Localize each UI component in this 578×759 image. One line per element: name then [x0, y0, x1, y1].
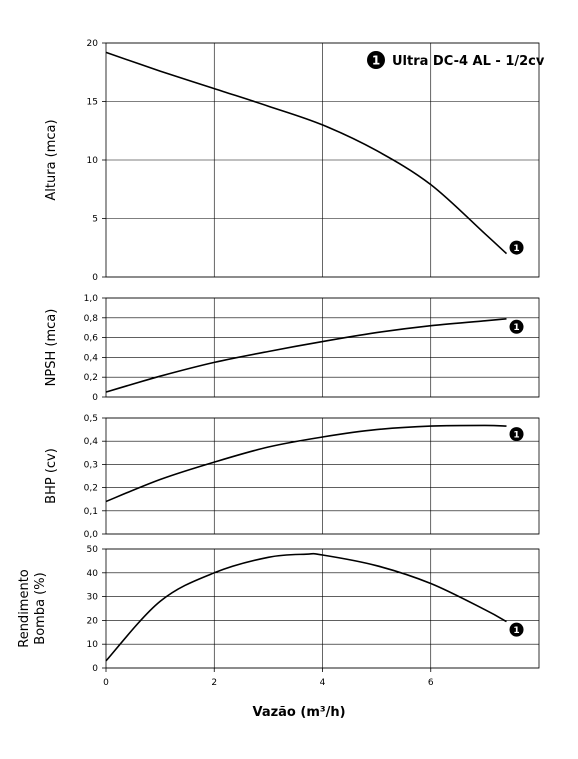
y-tick-label: 0,0	[84, 530, 99, 540]
y-axis-label: Bomba (%)	[33, 572, 48, 644]
badge-label: 1	[513, 323, 519, 333]
y-tick-label: 10	[87, 640, 99, 650]
x-tick-label: 6	[428, 678, 434, 688]
panel-2: 0 0,2 0,4 0,6 0,8 1,0 NPSH (mca) 1	[44, 294, 540, 403]
series-line-1	[105, 318, 507, 393]
y-tick-label: 0,4	[84, 353, 99, 363]
y-tick-label: 0,4	[84, 437, 99, 447]
y-tick-label: 0,1	[84, 507, 98, 517]
series-line-1	[105, 552, 507, 662]
y-tick-label: 0,8	[84, 314, 99, 324]
badge-label: 1	[513, 244, 519, 254]
y-tick-label: 15	[87, 98, 98, 108]
y-tick-label: 20	[87, 616, 99, 626]
panel-1: 0 5 10 15 20 Altura (mca) 1 1 Ultra DC-4 AL - 1/…	[44, 39, 545, 283]
y-tick-label: 0	[92, 393, 98, 403]
y-tick-label: 5	[92, 215, 98, 225]
y-tick-label: 30	[87, 593, 99, 603]
plot-frame	[105, 297, 540, 398]
badge-label: 1	[513, 626, 519, 636]
y-tick-label: 50	[87, 545, 99, 555]
panel-4: 0 10 20 30 40 50 Rendimento Bomba (%) 1	[17, 545, 540, 674]
y-tick-label: 0,3	[84, 460, 98, 470]
series-badge: 1	[509, 622, 524, 637]
series-badge: 1	[509, 319, 524, 334]
legend-badge-circle	[367, 51, 385, 69]
badge-circle	[509, 622, 524, 637]
y-tick-label: 10	[87, 156, 99, 166]
badge-label: 1	[513, 430, 519, 440]
panel-3: 0,0 0,1 0,2 0,3 0,4 0,5 BHP (cv) 1	[44, 414, 540, 540]
x-axis-label: Vazão (m³/h)	[252, 705, 345, 720]
legend: 1 Ultra DC-4 AL - 1/2cv	[367, 51, 545, 69]
y-tick-label: 0,2	[84, 373, 98, 383]
series-badge: 1	[509, 240, 524, 255]
series-badge: 1	[509, 427, 524, 442]
y-axis-label: NPSH (mca)	[44, 309, 59, 387]
legend-badge-label: 1	[372, 54, 380, 68]
legend-label: Ultra DC-4 AL - 1/2cv	[392, 54, 545, 69]
y-tick-label: 0	[92, 273, 98, 283]
y-tick-label: 20	[87, 39, 99, 49]
y-tick-label: 0	[92, 664, 98, 674]
badge-circle	[509, 427, 524, 442]
x-tick-label: 0	[103, 678, 109, 688]
y-tick-label: 1,0	[84, 294, 99, 304]
plot-frame	[105, 417, 540, 535]
plot-frame	[105, 42, 540, 278]
y-tick-label: 40	[87, 569, 99, 579]
series-line-1	[105, 51, 508, 255]
y-axis-label: Altura (mca)	[44, 119, 59, 200]
y-tick-label: 0,6	[84, 334, 99, 344]
y-axis-label: Rendimento	[17, 569, 32, 648]
x-tick-label: 2	[211, 678, 217, 688]
badge-circle	[509, 240, 524, 255]
y-tick-label: 0,2	[84, 484, 98, 494]
y-tick-label: 0,5	[84, 414, 98, 424]
x-tick-label: 4	[320, 678, 326, 688]
series-line-1	[105, 424, 507, 503]
badge-circle	[509, 319, 524, 334]
y-axis-label: BHP (cv)	[44, 448, 59, 504]
